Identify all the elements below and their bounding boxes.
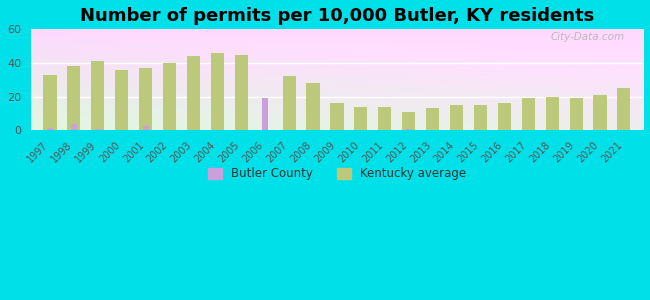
- Bar: [450, 105, 463, 130]
- Bar: [187, 56, 200, 130]
- Bar: [95, 129, 101, 130]
- Text: City-Data.com: City-Data.com: [551, 32, 625, 42]
- Bar: [139, 68, 152, 130]
- Bar: [306, 83, 320, 130]
- Bar: [91, 61, 105, 130]
- Bar: [522, 98, 535, 130]
- Bar: [498, 103, 511, 130]
- Bar: [426, 109, 439, 130]
- Bar: [406, 129, 411, 130]
- Bar: [474, 105, 487, 130]
- Bar: [378, 107, 391, 130]
- Bar: [211, 53, 224, 130]
- Bar: [47, 128, 53, 130]
- Legend: Butler County, Kentucky average: Butler County, Kentucky average: [203, 163, 471, 185]
- Bar: [115, 70, 128, 130]
- Bar: [569, 98, 582, 130]
- Title: Number of permits per 10,000 Butler, KY residents: Number of permits per 10,000 Butler, KY …: [80, 7, 594, 25]
- Bar: [593, 95, 606, 130]
- Bar: [235, 55, 248, 130]
- Bar: [262, 98, 268, 130]
- Bar: [71, 124, 77, 130]
- Bar: [44, 75, 57, 130]
- Bar: [402, 112, 415, 130]
- Bar: [142, 126, 149, 130]
- Bar: [618, 88, 630, 130]
- Bar: [545, 97, 559, 130]
- Bar: [67, 66, 81, 130]
- Bar: [283, 76, 296, 130]
- Bar: [330, 103, 343, 130]
- Bar: [354, 107, 367, 130]
- Bar: [163, 63, 176, 130]
